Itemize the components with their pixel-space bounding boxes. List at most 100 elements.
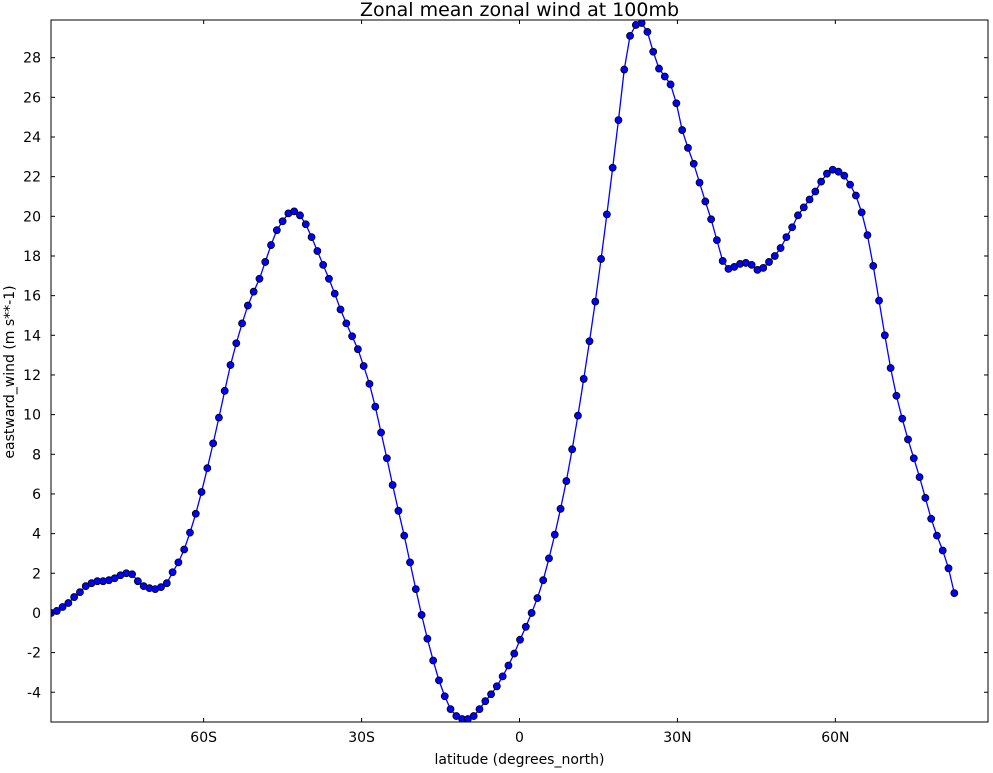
data-point (278, 217, 287, 226)
data-point (296, 211, 304, 220)
data-point (353, 345, 362, 354)
data-point (840, 171, 849, 180)
data-point (313, 247, 322, 255)
data-point (857, 208, 866, 217)
data-point (307, 233, 316, 242)
plot-area (51, 20, 959, 722)
data-point (290, 207, 299, 216)
data-point (597, 255, 605, 263)
axis-ticks: 60S 30S 0 30N 60N-4-202468101214161820222426… (23, 20, 988, 746)
data-point (823, 169, 831, 178)
data-point (875, 296, 883, 305)
data-point (666, 80, 675, 89)
data-point (232, 339, 241, 348)
data-point (550, 530, 559, 539)
data-point (678, 126, 687, 134)
y-tick-label: 10 (23, 408, 41, 424)
data-point (423, 634, 432, 643)
data-point (492, 682, 501, 691)
data-point (469, 712, 478, 720)
data-point (203, 464, 212, 473)
data-point (133, 577, 142, 586)
data-point (475, 705, 484, 714)
data-point (220, 386, 229, 395)
data-point (174, 558, 183, 567)
data-point (545, 554, 553, 563)
data-point (400, 531, 409, 540)
data-point (272, 226, 281, 235)
data-point (660, 72, 669, 81)
series-line (51, 22, 955, 720)
data-point (579, 375, 588, 383)
data-point (649, 47, 658, 56)
y-tick-label: 26 (23, 90, 41, 106)
data-point (880, 331, 889, 340)
y-tick-label: -4 (27, 685, 41, 701)
data-point (186, 528, 194, 537)
data-point (533, 594, 542, 602)
data-point (429, 656, 438, 665)
data-point (162, 579, 171, 588)
data-point (851, 191, 860, 200)
y-tick-label: 4 (32, 527, 41, 543)
data-point (568, 445, 577, 454)
data-point (487, 690, 495, 699)
data-point (243, 301, 252, 310)
data-point (238, 319, 246, 328)
data-point (846, 180, 854, 189)
y-tick-label: 22 (23, 170, 41, 186)
data-point (64, 599, 73, 607)
data-point (614, 116, 623, 125)
data-point (446, 705, 455, 714)
chart-title: Zonal mean zonal wind at 100mb (360, 0, 679, 21)
data-point (325, 274, 333, 283)
data-point (794, 211, 802, 220)
y-tick-label: 16 (23, 289, 41, 305)
data-point (713, 236, 721, 245)
data-point (776, 244, 785, 252)
data-point (770, 252, 779, 260)
x-tick-label: 60S (190, 730, 217, 746)
y-tick-label: 12 (23, 368, 41, 384)
y-tick-label: 20 (23, 209, 41, 225)
data-point (782, 233, 791, 242)
data-point (747, 261, 756, 269)
data-point (388, 481, 397, 489)
data-point (892, 391, 901, 400)
y-tick-label: 0 (32, 606, 41, 622)
y-tick-label: 6 (32, 487, 41, 503)
data-point (504, 661, 513, 670)
x-tick-label: 30N (663, 730, 691, 746)
data-point (70, 593, 79, 601)
data-point (863, 231, 872, 240)
data-point (701, 197, 710, 206)
data-point (672, 99, 681, 108)
y-tick-label: -2 (27, 646, 41, 662)
y-tick-label: 24 (23, 130, 41, 146)
y-tick-label: 18 (23, 249, 41, 265)
data-point (904, 435, 912, 444)
data-point (417, 611, 426, 619)
data-point (695, 178, 704, 187)
data-point (516, 635, 524, 644)
data-point (689, 159, 698, 168)
data-point (348, 332, 357, 341)
data-point (927, 514, 936, 523)
data-point (359, 362, 368, 370)
data-point (527, 609, 536, 617)
y-tick-label: 28 (23, 51, 41, 67)
data-point (759, 263, 768, 272)
data-point (180, 545, 189, 554)
data-point (521, 622, 530, 631)
data-point (602, 210, 611, 219)
data-point (168, 568, 177, 577)
data-point (556, 504, 565, 513)
x-tick-label: 60N (821, 730, 849, 746)
axes-frame (50, 19, 989, 723)
data-point (301, 220, 310, 229)
data-point (249, 287, 258, 296)
y-axis-label: eastward_wind (m s**-1) (2, 285, 18, 458)
x-tick-label: 30S (348, 730, 375, 746)
